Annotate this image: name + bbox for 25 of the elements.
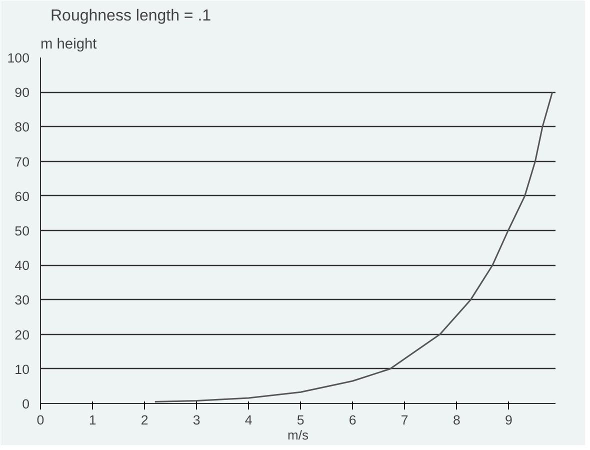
x-tick-label: 7 [400, 412, 408, 428]
x-tick-label: 9 [504, 412, 512, 428]
y-tick-label: 50 [14, 224, 30, 238]
x-tick-label: 3 [192, 412, 200, 428]
y-tick-label: 80 [14, 120, 30, 135]
x-tick-label: 5 [296, 412, 304, 428]
y-tick-label: 20 [14, 327, 30, 342]
x-tick-label: 6 [348, 412, 356, 428]
y-tick-label: 10 [14, 362, 30, 377]
chart-title: Roughness length = .1 [50, 8, 212, 24]
x-tick-label: 4 [244, 412, 253, 428]
x-tick-label: 2 [140, 412, 148, 428]
y-tick-label: 0 [22, 396, 30, 412]
x-tick-label: 0 [36, 412, 44, 428]
y-tick-label: 60 [14, 188, 30, 204]
x-tick-label: 1 [88, 412, 96, 428]
y-tick-label: 90 [14, 85, 30, 100]
y-tick-label: 70 [14, 154, 30, 170]
y-tick-label: 40 [14, 258, 30, 274]
y-axis-title: m height [40, 36, 97, 52]
y-tick-label: 30 [14, 292, 30, 308]
x-tick-label: 8 [452, 412, 460, 428]
y-tick-label: 100 [7, 50, 30, 66]
line-series [154, 91, 554, 403]
x-axis-title: m/s [288, 428, 309, 442]
